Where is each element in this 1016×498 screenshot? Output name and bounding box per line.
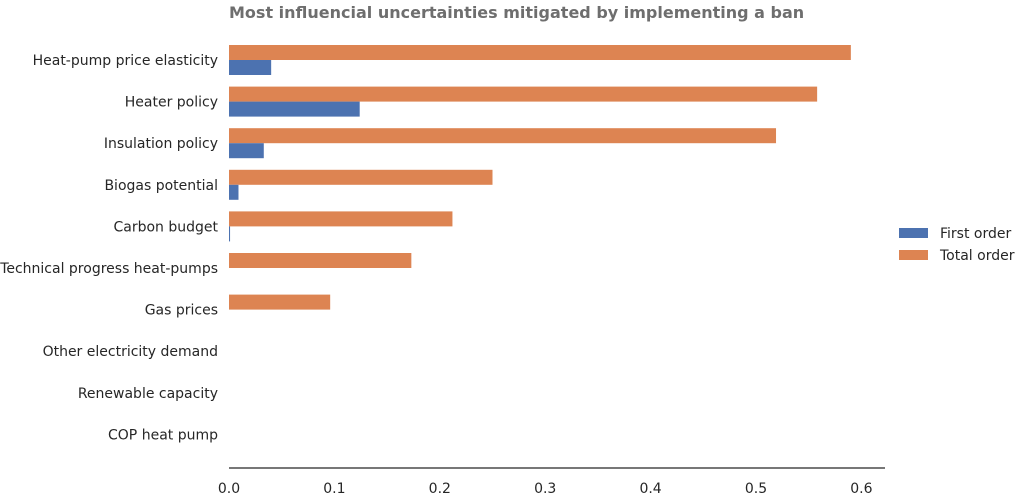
category-label-1: Heater policy — [125, 95, 218, 111]
category-label-5: Technical progress heat-pumps — [0, 261, 218, 277]
bar-total-order-2 — [229, 128, 777, 144]
category-label-6: Gas prices — [145, 303, 218, 319]
bar-total-order-3 — [229, 169, 493, 185]
category-label-0: Heat-pump price elasticity — [33, 53, 218, 69]
category-label-8: Renewable capacity — [78, 386, 218, 402]
legend-swatch-1 — [899, 250, 928, 260]
bars-group — [229, 45, 851, 310]
x-tick-label-6: 0.6 — [850, 481, 872, 497]
x-tick-label-5: 0.5 — [745, 481, 767, 497]
x-tick-label-0: 0.0 — [218, 481, 240, 497]
bar-total-order-0 — [229, 45, 851, 60]
x-tick-labels: 0.0 0.1 0.2 0.3 0.4 0.5 0.6 — [218, 481, 873, 497]
bar-total-order-4 — [229, 211, 453, 227]
legend-label-1: Total order — [939, 248, 1015, 264]
bar-first-order-0 — [229, 60, 272, 75]
x-tick-label-1: 0.1 — [323, 481, 345, 497]
category-label-4: Carbon budget — [113, 219, 218, 235]
bar-first-order-2 — [229, 143, 264, 159]
category-label-2: Insulation policy — [104, 136, 218, 152]
legend: First order Total order — [899, 226, 1015, 264]
category-label-3: Biogas potential — [104, 178, 218, 194]
category-label-9: COP heat pump — [108, 427, 218, 443]
bar-total-order-1 — [229, 86, 818, 102]
bar-total-order-5 — [229, 253, 412, 268]
x-tick-label-2: 0.2 — [429, 481, 451, 497]
bar-first-order-3 — [229, 184, 239, 200]
legend-swatch-0 — [899, 228, 928, 238]
x-tick-label-3: 0.3 — [534, 481, 556, 497]
bar-first-order-1 — [229, 101, 360, 117]
legend-label-0: First order — [940, 226, 1011, 242]
bar-total-order-6 — [229, 294, 331, 310]
category-labels: Heat-pump price elasticity Heater policy I… — [0, 53, 219, 443]
bar-first-order-4 — [229, 226, 231, 242]
chart-title: Most influencial uncertainties mitigated… — [229, 3, 804, 22]
category-label-7: Other electricity demand — [43, 344, 218, 360]
x-tick-label-4: 0.4 — [639, 481, 661, 497]
